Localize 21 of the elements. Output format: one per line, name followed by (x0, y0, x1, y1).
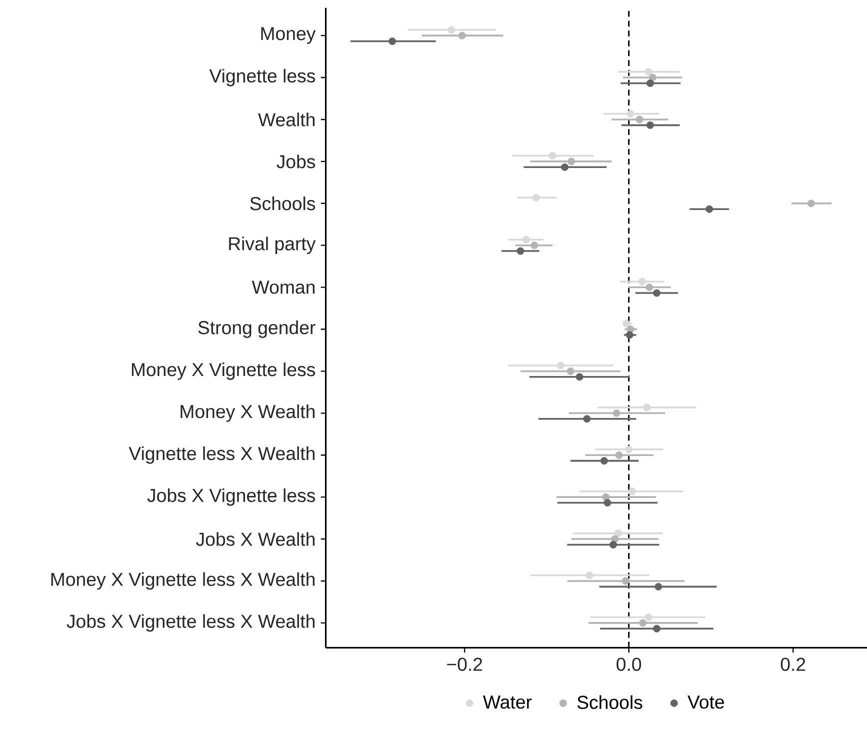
legend-label: Schools (577, 695, 642, 709)
y-tick-label: Strong gender (198, 320, 316, 338)
y-tick-label: Wealth (258, 112, 315, 126)
y-tick-label: Jobs X Wealth (196, 532, 315, 546)
y-tick-label: Jobs X Vignette less (147, 488, 316, 506)
y-tick-label: Money X Vignette less X Wealth (51, 572, 315, 590)
x-tick-label: −0.2 (447, 658, 482, 671)
y-tick-label: Schools (250, 196, 316, 210)
x-tick-label: 0.2 (780, 658, 806, 671)
x-tick-label: 0.0 (616, 658, 642, 671)
y-tick-label: Vignette less X Wealth (128, 446, 315, 464)
y-tick-label: Jobs X Vignette less X Wealth (66, 614, 315, 632)
y-tick-label: Woman (252, 280, 315, 294)
y-tick-label: Jobs (276, 154, 316, 168)
legend-label: Water (483, 695, 532, 708)
legend-label: Vote (688, 695, 724, 708)
y-tick-label: Money X Wealth (180, 404, 315, 422)
y-tick-label: Money X Vignette less (132, 362, 316, 380)
y-tick-label: Rival party (229, 236, 316, 254)
y-tick-label: Vignette less (209, 68, 316, 86)
y-tick-label: Money (261, 27, 316, 44)
